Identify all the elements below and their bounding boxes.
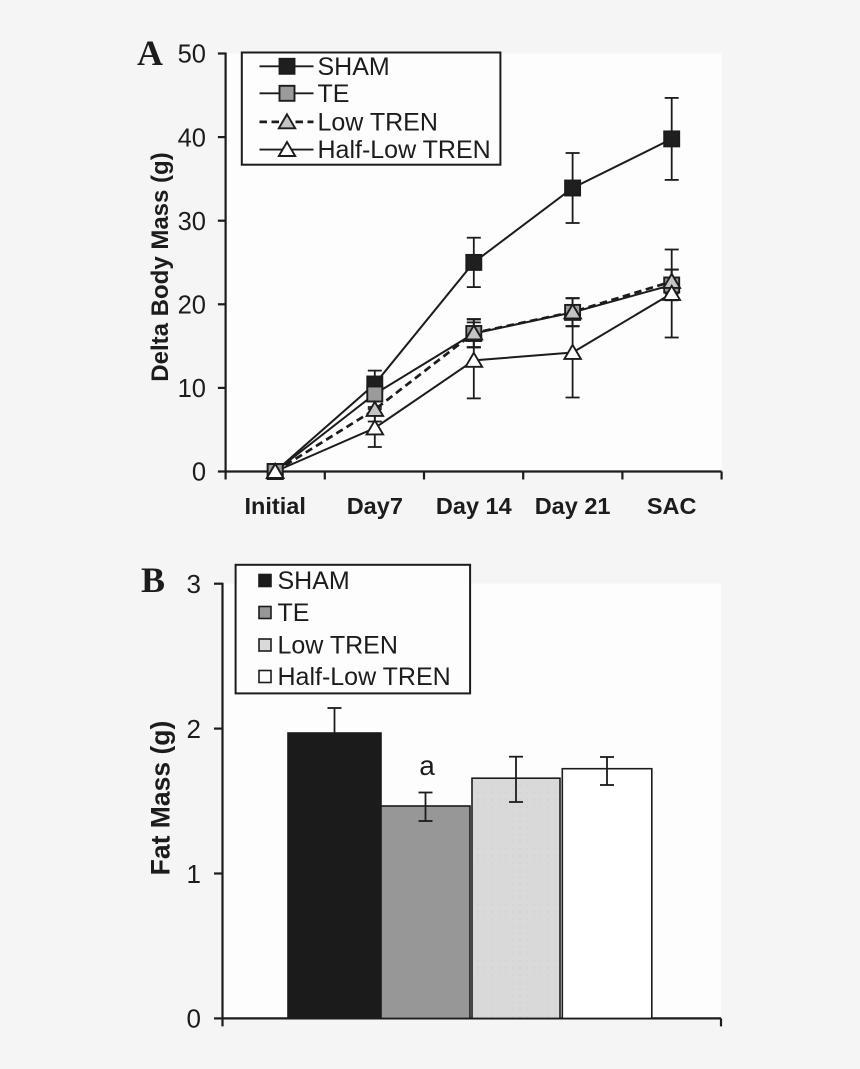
svg-text:20: 20 <box>178 292 206 320</box>
svg-text:SHAM: SHAM <box>278 567 350 595</box>
svg-text:Initial: Initial <box>245 493 306 519</box>
svg-text:Fat Mass (g): Fat Mass (g) <box>146 721 176 876</box>
svg-text:Day 14: Day 14 <box>436 493 512 519</box>
svg-text:Low TREN: Low TREN <box>318 109 438 137</box>
svg-text:B: B <box>141 560 165 600</box>
svg-text:Day7: Day7 <box>347 493 403 519</box>
svg-text:0: 0 <box>187 1004 201 1034</box>
svg-text:10: 10 <box>178 375 206 403</box>
svg-text:1: 1 <box>187 859 201 889</box>
svg-text:SAC: SAC <box>647 493 697 519</box>
svg-text:2: 2 <box>187 714 201 744</box>
svg-text:SHAM: SHAM <box>318 53 390 81</box>
svg-text:0: 0 <box>192 459 206 487</box>
svg-text:a: a <box>419 750 435 781</box>
svg-text:3: 3 <box>187 569 201 599</box>
svg-text:Low TREN: Low TREN <box>278 632 398 660</box>
svg-text:Delta Body Mass (g): Delta Body Mass (g) <box>147 152 174 381</box>
svg-text:TE: TE <box>278 599 310 627</box>
svg-text:Half-Low TREN: Half-Low TREN <box>318 136 491 164</box>
svg-text:A: A <box>137 33 163 73</box>
svg-text:50: 50 <box>178 41 206 69</box>
svg-text:30: 30 <box>178 208 206 236</box>
svg-text:TE: TE <box>318 80 350 108</box>
svg-text:Day 21: Day 21 <box>535 493 611 519</box>
svg-text:Half-Low TREN: Half-Low TREN <box>278 663 451 691</box>
svg-text:40: 40 <box>178 124 206 152</box>
